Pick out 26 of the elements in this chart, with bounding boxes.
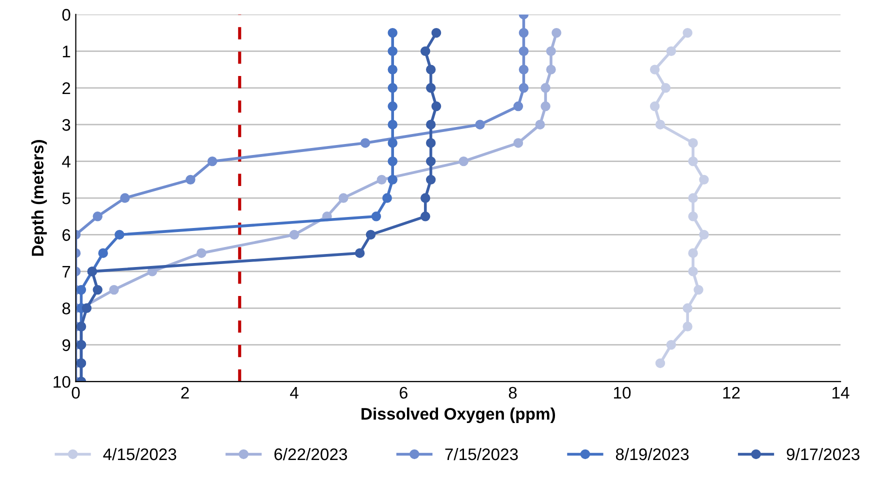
legend-label: 7/15/2023 <box>445 448 518 460</box>
legend-label: 8/19/2023 <box>616 448 689 460</box>
y-axis-title: Depth (meters) <box>31 140 47 256</box>
x-tick-label: 12 <box>723 386 740 399</box>
x-tick-label: 4 <box>290 387 298 399</box>
y-tick-label: 2 <box>62 82 70 94</box>
x-tick-label: 10 <box>614 386 631 399</box>
y-tick-label: 0 <box>62 8 70 21</box>
y-tick-label: 10 <box>54 376 70 388</box>
y-tick-label: 5 <box>62 192 70 204</box>
y-tick-label: 6 <box>62 229 70 241</box>
x-axis-title: Dissolved Oxygen (ppm) <box>362 408 556 424</box>
x-tick-label: 2 <box>181 386 189 399</box>
legend-label: 9/17/2023 <box>786 448 860 460</box>
y-tick-label: 7 <box>62 266 70 278</box>
y-tick-label: 4 <box>62 156 70 168</box>
legend-label: 4/15/2023 <box>103 448 176 460</box>
y-tick-label: 1 <box>62 46 70 58</box>
y-tick-label: 3 <box>62 119 70 131</box>
y-tick-label: 8 <box>62 302 70 314</box>
legend-label: 6/22/2023 <box>274 448 348 460</box>
x-tick-label: 0 <box>72 386 80 399</box>
x-tick-label: 14 <box>832 387 850 399</box>
y-tick-label: 9 <box>62 339 70 352</box>
x-tick-label: 6 <box>400 386 408 399</box>
x-tick-label: 8 <box>508 386 517 399</box>
